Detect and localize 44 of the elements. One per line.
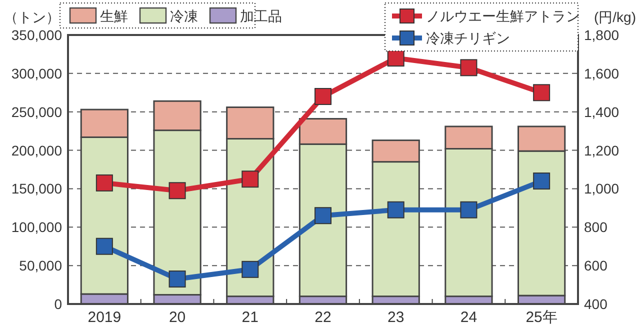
legend-label: 生鮮 — [100, 8, 128, 24]
y-axis-title: （トン） — [4, 9, 60, 25]
point — [460, 59, 478, 76]
x-tick-label: 25年 — [526, 309, 558, 326]
point — [168, 182, 186, 200]
y-tick-label: 250,000 — [11, 104, 62, 120]
x-tick-label: 20 — [168, 309, 186, 326]
x-tick-label: 23 — [388, 309, 404, 326]
x-tick-label: 2019 — [88, 309, 122, 326]
x-tick-label: 22 — [314, 309, 332, 326]
y-tick-label: 0 — [54, 296, 62, 312]
point — [314, 207, 332, 224]
y2-tick-label: 600 — [584, 258, 608, 274]
point — [314, 88, 332, 105]
y2-tick-label: 800 — [584, 219, 608, 236]
point — [460, 201, 478, 218]
y-tick-label: 300,000 — [11, 65, 62, 82]
y2-tick-label: 1,000 — [584, 180, 620, 197]
y2-axis-title: (円/kg) — [594, 9, 636, 25]
y-tick-label: 150,000 — [11, 180, 62, 197]
legend-label: 加工品 — [240, 8, 282, 24]
x-tick-label: 24 — [460, 309, 478, 326]
point — [387, 50, 404, 67]
point — [387, 201, 404, 218]
y2-tick-label: 1,400 — [584, 104, 620, 120]
point — [242, 170, 259, 188]
point — [533, 84, 550, 102]
point — [242, 260, 259, 278]
y2-tick-label: 1,200 — [584, 142, 620, 158]
y-tick-label: 100,000 — [11, 219, 62, 236]
y2-tick-label: 1,800 — [584, 27, 620, 43]
legend-label: ノルウエー生鮮アトラン — [426, 8, 580, 24]
point — [96, 238, 113, 255]
legend-label: 冷凍チリギン — [426, 30, 510, 46]
x-tick-label: 21 — [242, 309, 258, 326]
y2-tick-label: 400 — [584, 296, 608, 312]
point — [533, 172, 550, 190]
point — [96, 174, 113, 192]
y-tick-label: 200,000 — [11, 142, 62, 158]
point — [168, 270, 186, 288]
y-tick-label: 350,000 — [11, 27, 62, 43]
legend-label: 冷凍 — [170, 8, 198, 24]
y2-tick-label: 1,600 — [584, 65, 620, 82]
y-tick-label: 50,000 — [19, 258, 62, 274]
